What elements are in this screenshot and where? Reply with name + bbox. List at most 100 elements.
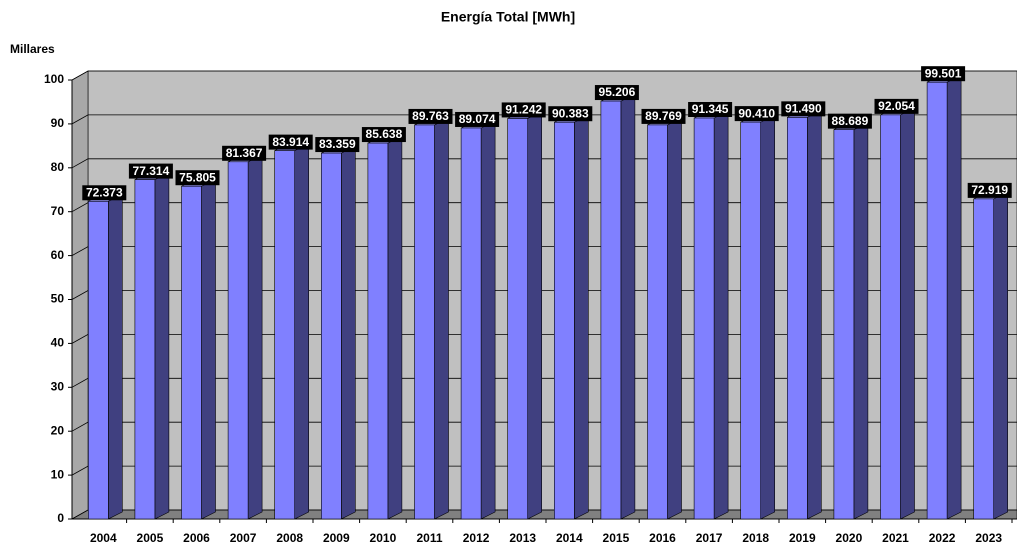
y-tick-label: 0 — [57, 511, 64, 525]
x-tick-label: 2005 — [137, 531, 164, 545]
bar — [274, 150, 296, 520]
bar-side — [993, 191, 1009, 520]
x-tick-label: 2023 — [975, 531, 1002, 545]
value-label: 75.805 — [179, 170, 216, 184]
y-tick-label: 90 — [51, 116, 65, 130]
bar — [414, 124, 435, 520]
value-label: 99.501 — [925, 66, 962, 80]
bar — [600, 100, 622, 520]
bar-side — [713, 110, 729, 520]
bar-side — [760, 114, 776, 520]
bar — [460, 127, 482, 520]
bar-side — [387, 135, 403, 520]
value-label: 91.490 — [785, 102, 822, 116]
bar-side — [620, 93, 636, 520]
value-label: 89.769 — [645, 109, 682, 123]
bar — [320, 152, 342, 520]
value-label-bg — [641, 108, 686, 124]
value-label: 72.373 — [86, 185, 123, 199]
value-label-bg — [222, 145, 267, 161]
bar — [181, 185, 202, 520]
value-label-bg — [455, 111, 500, 127]
y-unit-label: Millares — [10, 42, 55, 56]
value-label-bg — [128, 163, 173, 179]
bar — [507, 118, 529, 520]
y-tick-label: 20 — [51, 423, 65, 437]
value-label: 77.314 — [133, 164, 170, 178]
x-tick-label: 2006 — [183, 531, 210, 545]
x-tick-label: 2022 — [929, 531, 956, 545]
bar-side — [900, 107, 915, 520]
value-label: 92.054 — [878, 99, 915, 113]
value-label: 95.206 — [599, 85, 636, 99]
bar-side — [853, 122, 869, 520]
value-label: 90.410 — [738, 106, 775, 120]
value-label-bg — [781, 101, 826, 117]
value-label: 89.763 — [412, 109, 449, 123]
bar-side — [108, 193, 123, 520]
value-label: 81.367 — [226, 146, 263, 160]
bar — [227, 161, 249, 520]
y-tick-label: 80 — [51, 160, 65, 174]
value-label-bg — [688, 101, 733, 117]
bar-side — [294, 143, 310, 520]
value-label: 91.242 — [505, 103, 542, 117]
x-tick-label: 2009 — [323, 531, 350, 545]
bar — [647, 124, 668, 520]
bar — [833, 129, 855, 520]
bar — [973, 198, 995, 520]
x-tick-label: 2021 — [882, 531, 909, 545]
x-tick-label: 2020 — [836, 531, 863, 545]
value-label: 83.914 — [272, 135, 309, 149]
value-label-bg — [921, 66, 966, 82]
value-label-bg — [175, 170, 220, 186]
value-label-bg — [734, 106, 779, 122]
value-label-bg — [967, 182, 1012, 198]
y-tick-label: 60 — [51, 248, 65, 262]
value-label: 83.359 — [319, 137, 356, 151]
bar — [880, 114, 901, 520]
bar-side — [573, 114, 589, 520]
value-label-bg — [315, 137, 360, 153]
value-label-bg — [874, 98, 919, 114]
bar-side — [434, 117, 449, 520]
bar-side — [340, 145, 356, 520]
bar-side — [154, 172, 170, 520]
value-label-bg — [408, 108, 453, 124]
x-tick-label: 2016 — [649, 531, 676, 545]
x-tick-label: 2007 — [230, 531, 257, 545]
bar — [693, 117, 715, 520]
value-label: 85.638 — [366, 127, 403, 141]
y-tick-label: 10 — [51, 467, 65, 481]
bar — [786, 117, 808, 520]
value-label: 89.074 — [459, 112, 496, 126]
value-label-bg — [268, 134, 313, 150]
value-label-bg — [361, 127, 406, 143]
value-label-bg — [594, 85, 639, 101]
y-tick-label: 100 — [44, 72, 64, 86]
x-tick-label: 2014 — [556, 531, 583, 545]
x-tick-label: 2013 — [509, 531, 536, 545]
bar — [367, 142, 389, 520]
x-tick-label: 2012 — [463, 531, 490, 545]
bar-side — [667, 117, 682, 520]
x-tick-label: 2004 — [90, 531, 117, 545]
bar — [134, 179, 156, 520]
x-tick-label: 2019 — [789, 531, 816, 545]
value-label: 91.345 — [692, 102, 729, 116]
x-tick-label: 2017 — [696, 531, 723, 545]
x-tick-label: 2015 — [603, 531, 630, 545]
bar-side — [480, 120, 496, 520]
x-tick-label: 2008 — [276, 531, 303, 545]
bar — [740, 121, 762, 520]
bar-side — [247, 154, 263, 520]
chart-title: Energía Total [MWh] — [441, 9, 575, 25]
y-tick-label: 30 — [51, 379, 65, 393]
value-label: 90.383 — [552, 106, 589, 120]
y-tick-label: 70 — [51, 204, 65, 218]
value-label: 72.919 — [971, 183, 1008, 197]
value-label: 88.689 — [832, 114, 869, 128]
value-label-bg — [82, 185, 127, 201]
x-tick-label: 2011 — [416, 531, 442, 545]
bar-side — [527, 110, 543, 520]
